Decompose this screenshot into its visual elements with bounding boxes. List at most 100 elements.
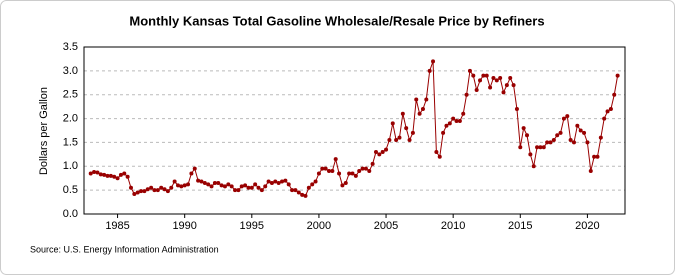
point xyxy=(182,183,187,188)
point xyxy=(474,87,479,92)
point xyxy=(112,174,117,179)
point xyxy=(189,171,194,176)
point xyxy=(236,188,241,193)
point xyxy=(447,121,452,126)
point xyxy=(350,171,355,176)
point xyxy=(172,179,177,184)
point xyxy=(484,73,489,78)
point xyxy=(558,130,563,135)
point xyxy=(441,130,446,135)
point xyxy=(159,185,164,190)
x-tick-label: 1995 xyxy=(240,220,264,232)
point xyxy=(427,68,432,73)
point xyxy=(605,109,610,114)
y-tick-label: 3.0 xyxy=(63,65,78,77)
point xyxy=(602,116,607,121)
point xyxy=(545,140,550,145)
point xyxy=(531,164,536,169)
x-tick-label: 1985 xyxy=(105,220,129,232)
point xyxy=(571,140,576,145)
point xyxy=(565,114,570,119)
point xyxy=(152,188,157,193)
point xyxy=(108,173,113,178)
point xyxy=(300,192,305,197)
point xyxy=(122,171,127,176)
point xyxy=(461,111,466,116)
point xyxy=(501,90,506,95)
point xyxy=(367,169,372,174)
point xyxy=(333,157,338,162)
point xyxy=(340,183,345,188)
point xyxy=(488,85,493,90)
point xyxy=(192,166,197,171)
point xyxy=(400,111,405,116)
point xyxy=(585,140,590,145)
point xyxy=(226,182,231,187)
point xyxy=(451,116,456,121)
point xyxy=(233,188,238,193)
point xyxy=(508,76,513,81)
y-tick-label: 0.0 xyxy=(63,208,78,220)
point xyxy=(504,83,509,88)
point xyxy=(196,178,201,183)
point xyxy=(568,138,573,143)
point xyxy=(316,171,321,176)
point xyxy=(518,145,523,150)
point xyxy=(105,173,110,178)
y-tick-label: 3.5 xyxy=(63,41,78,53)
point xyxy=(608,107,613,112)
point xyxy=(326,169,331,174)
point xyxy=(575,123,580,128)
point xyxy=(612,92,617,97)
point xyxy=(457,118,462,123)
y-tick-label: 2.5 xyxy=(63,89,78,101)
point xyxy=(380,149,385,154)
point xyxy=(528,152,533,157)
x-tick-label: 2005 xyxy=(374,220,398,232)
point xyxy=(199,179,204,184)
point xyxy=(88,171,93,176)
point xyxy=(464,92,469,97)
point xyxy=(102,172,107,177)
point xyxy=(555,133,560,138)
point xyxy=(286,182,291,187)
point xyxy=(162,187,167,192)
point xyxy=(212,180,217,185)
point xyxy=(535,145,540,150)
point xyxy=(511,83,516,88)
point xyxy=(347,171,352,176)
point xyxy=(290,188,295,193)
point xyxy=(592,154,597,159)
point xyxy=(353,173,358,178)
point xyxy=(467,68,472,73)
point xyxy=(434,149,439,154)
point xyxy=(454,118,459,123)
point xyxy=(98,172,103,177)
y-tick-label: 0.5 xyxy=(63,184,78,196)
source: Source: U.S. Energy Information Administ… xyxy=(30,244,219,254)
point xyxy=(387,138,392,143)
point xyxy=(551,138,556,143)
point xyxy=(132,191,137,196)
point xyxy=(249,185,254,190)
point xyxy=(263,184,268,189)
x-tick-label: 2000 xyxy=(307,220,331,232)
y-tick-label: 1.0 xyxy=(63,160,78,172)
point xyxy=(478,78,483,83)
point xyxy=(269,180,274,185)
point xyxy=(582,130,587,135)
point xyxy=(323,166,328,171)
point xyxy=(471,73,476,78)
point xyxy=(373,149,378,154)
point xyxy=(514,107,519,112)
point xyxy=(256,185,261,190)
point xyxy=(125,174,130,179)
point xyxy=(320,166,325,171)
point xyxy=(615,73,620,78)
point xyxy=(253,182,258,187)
x-tick-label: 1990 xyxy=(172,220,196,232)
point xyxy=(538,145,543,150)
point xyxy=(561,116,566,121)
